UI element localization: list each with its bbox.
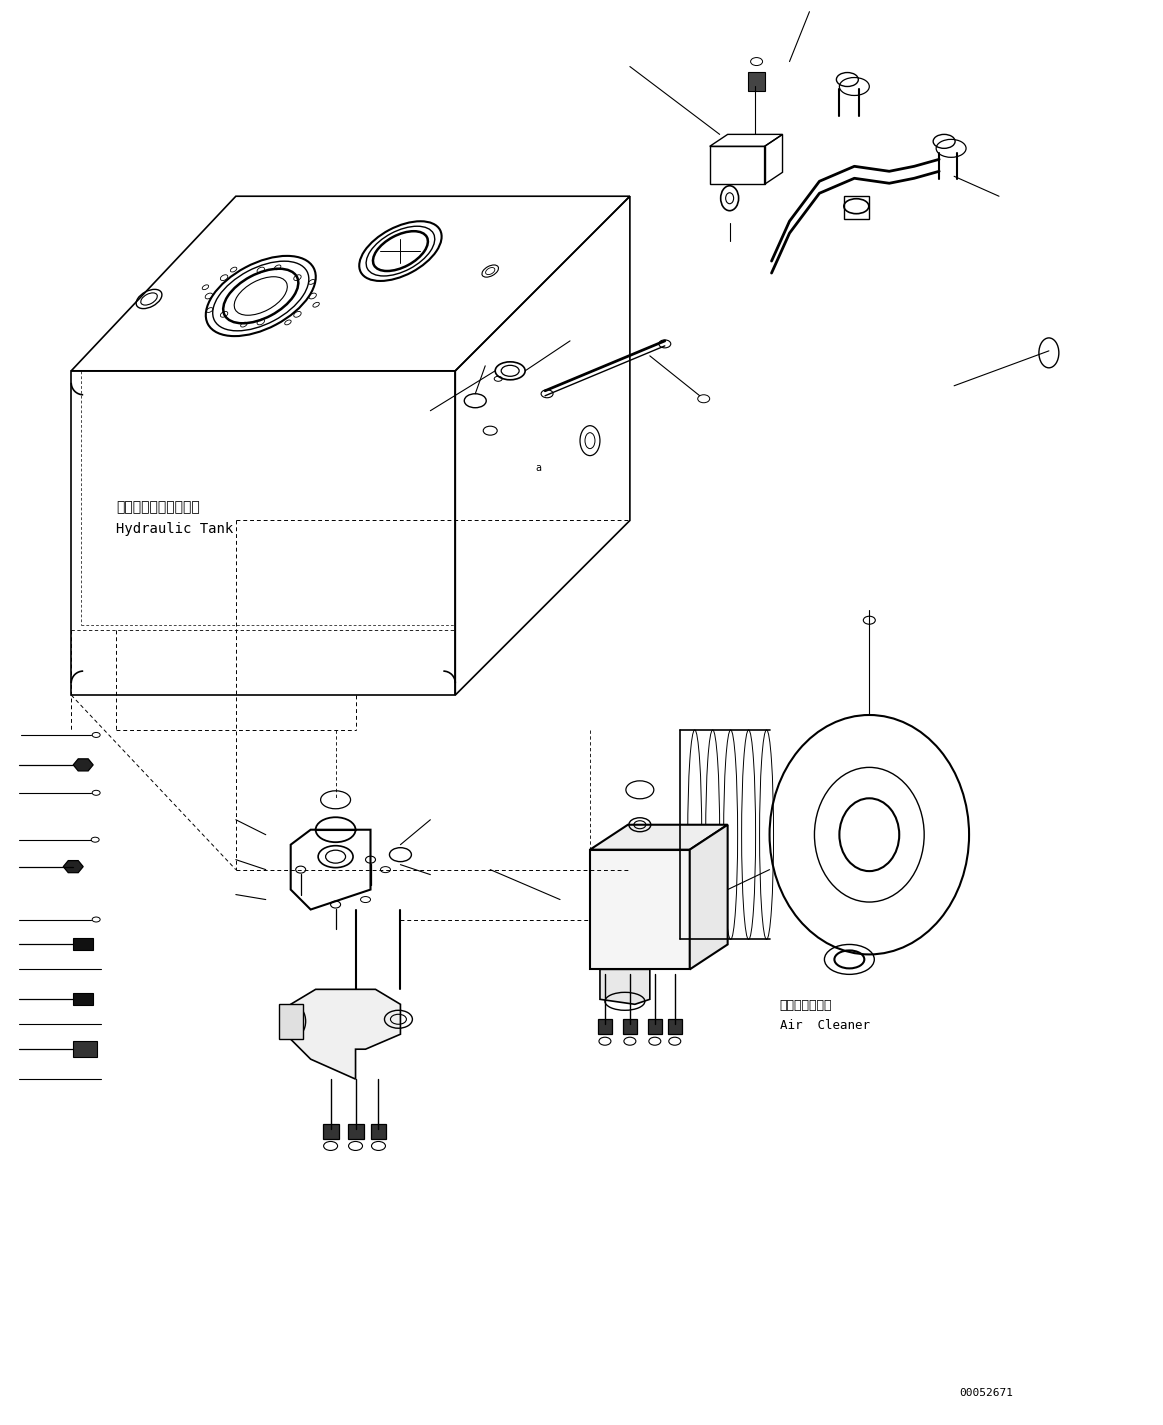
Polygon shape	[73, 939, 93, 950]
Text: エアークリーナ: エアークリーナ	[779, 999, 832, 1012]
Polygon shape	[73, 1042, 98, 1057]
Polygon shape	[371, 1124, 386, 1139]
Polygon shape	[348, 1124, 364, 1139]
Polygon shape	[598, 1019, 612, 1035]
Polygon shape	[600, 969, 650, 1005]
Polygon shape	[690, 825, 728, 969]
Polygon shape	[648, 1019, 662, 1035]
Text: Air  Cleaner: Air Cleaner	[779, 1019, 870, 1032]
Polygon shape	[291, 989, 400, 1079]
Polygon shape	[63, 861, 84, 872]
Polygon shape	[590, 825, 728, 849]
Polygon shape	[73, 993, 93, 1005]
Polygon shape	[668, 1019, 682, 1035]
Polygon shape	[623, 1019, 637, 1035]
Polygon shape	[322, 1124, 338, 1139]
Polygon shape	[73, 760, 93, 771]
Text: 00052671: 00052671	[959, 1388, 1013, 1398]
Polygon shape	[279, 1005, 302, 1039]
Text: ハイドロリックタンク: ハイドロリックタンク	[116, 500, 200, 514]
Polygon shape	[748, 71, 764, 91]
Text: a: a	[535, 463, 541, 473]
Polygon shape	[590, 849, 690, 969]
Text: Hydraulic Tank: Hydraulic Tank	[116, 523, 234, 536]
